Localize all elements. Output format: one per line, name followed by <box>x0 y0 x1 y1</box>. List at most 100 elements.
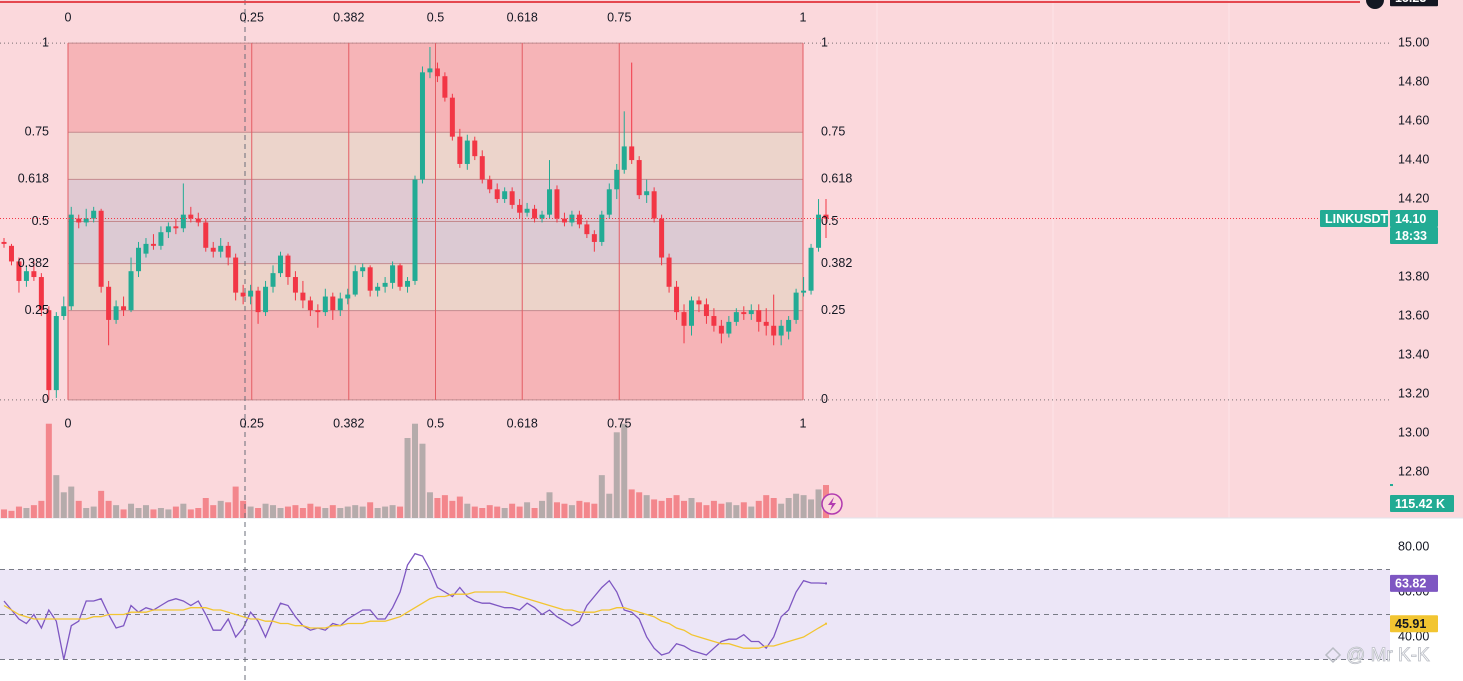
fib-level-label: 0.382 <box>821 256 852 270</box>
label-layer: 0 0 0.25 0.25 0.382 0.382 0.5 0.5 0.618 0.618 0.75… <box>0 0 1454 643</box>
volume-label-box <box>1390 495 1454 512</box>
y-tick-label: 13.40 <box>1398 347 1429 361</box>
rsi-marker <box>825 622 827 625</box>
rsi-layer <box>0 552 1390 660</box>
fib-layer <box>0 42 1390 401</box>
candle-body <box>8 245 14 262</box>
volume-bar <box>793 493 800 518</box>
symbol-label: LINKUSDT <box>1325 212 1389 226</box>
volume-bar <box>546 492 553 518</box>
volume-bar <box>23 508 30 518</box>
fib-level-label: 0.5 <box>32 214 49 228</box>
fib-level-label: 1 <box>42 35 49 49</box>
volume-bar <box>128 503 135 518</box>
candle-body <box>46 310 52 391</box>
volume-bar <box>815 489 822 518</box>
candle-body <box>696 300 702 305</box>
volume-bar <box>180 503 187 518</box>
volume-bar <box>135 508 142 518</box>
candle-body <box>591 234 597 242</box>
candle-body <box>718 325 724 334</box>
fib-level-label: 0.75 <box>821 125 845 139</box>
rsi-value-label-box <box>1390 574 1438 592</box>
y-tick-label: 13.80 <box>1398 269 1429 283</box>
candle-body <box>771 325 777 336</box>
volume-bar <box>509 503 516 518</box>
volume-bar <box>113 505 120 518</box>
volume-bar <box>412 423 418 518</box>
fib-level-label: 1 <box>821 35 828 49</box>
volume-bar <box>658 500 665 518</box>
candle-body <box>128 271 134 311</box>
volume-bar <box>733 505 740 518</box>
y-tick-label: 14.20 <box>1398 191 1429 205</box>
candle-body <box>180 214 186 229</box>
candle-body <box>524 208 530 213</box>
volume-bar <box>434 498 441 518</box>
fib-time-label: 0.5 <box>427 416 444 430</box>
volume-bar <box>710 500 717 518</box>
candle-body <box>390 265 396 283</box>
volume-bar <box>374 508 381 518</box>
candle-body <box>629 146 635 161</box>
candle-body <box>307 300 313 311</box>
fib-level-label: 0 <box>42 392 49 406</box>
candle-body <box>330 296 336 311</box>
candle-body <box>98 210 104 287</box>
volume-bar <box>486 505 493 518</box>
flash-icon[interactable] <box>821 493 843 515</box>
volume-bar <box>292 505 299 518</box>
volume-bar <box>456 496 463 518</box>
volume-bar <box>202 498 209 518</box>
candle-body <box>16 261 22 281</box>
candle-body <box>569 214 575 223</box>
candle-body <box>606 189 612 215</box>
volume-bar <box>98 490 105 518</box>
watermark-text: @ Mr K-K <box>1346 645 1430 666</box>
volume-bar <box>695 502 702 518</box>
candle-body <box>292 277 298 293</box>
flash-bolt[interactable] <box>828 497 836 511</box>
candle-body <box>786 319 792 332</box>
candle-body <box>651 191 657 219</box>
volume-bar <box>740 502 747 518</box>
candle-body <box>666 257 672 287</box>
candle-body <box>68 214 74 307</box>
candle-body <box>375 286 381 291</box>
candle-body <box>225 245 231 258</box>
volume-bar <box>217 500 224 518</box>
volume-bar <box>441 495 448 518</box>
candle-body <box>517 204 523 213</box>
volume-bar <box>1 509 7 518</box>
candle-body <box>23 271 29 281</box>
candle-body <box>801 290 807 293</box>
fib-time-label: 0.25 <box>240 10 264 24</box>
fib-level-label: 0.5 <box>821 214 838 228</box>
y-tick-label: 12.80 <box>1398 464 1429 478</box>
y-tick-label: 15.00 <box>1398 35 1429 49</box>
rsi-value-label: 45.91 <box>1395 617 1426 631</box>
candle-body <box>741 312 747 315</box>
y-tick-label: 14.60 <box>1398 113 1429 127</box>
candle-body <box>91 210 97 219</box>
top-price-label: 15.23 <box>1395 0 1426 5</box>
candle-body <box>584 224 590 235</box>
volume-bar <box>225 502 232 518</box>
candle-body <box>113 306 119 320</box>
volume-bar <box>606 493 613 518</box>
candle-body <box>494 189 500 200</box>
candle-body <box>165 226 171 233</box>
top-price-label-box <box>1390 0 1438 7</box>
fib-time-label: 0 <box>65 416 72 430</box>
watermark: @ Mr K-K <box>1324 645 1430 666</box>
volume-bar <box>329 505 336 518</box>
candle-body <box>464 140 470 164</box>
watermark-icon <box>1324 646 1342 664</box>
candle-body <box>449 97 455 137</box>
candle-body <box>808 247 814 291</box>
candle-body <box>1 241 7 244</box>
candle-body <box>405 280 411 287</box>
volume-bar <box>800 495 807 518</box>
rsi-value-label: 63.82 <box>1395 577 1426 591</box>
